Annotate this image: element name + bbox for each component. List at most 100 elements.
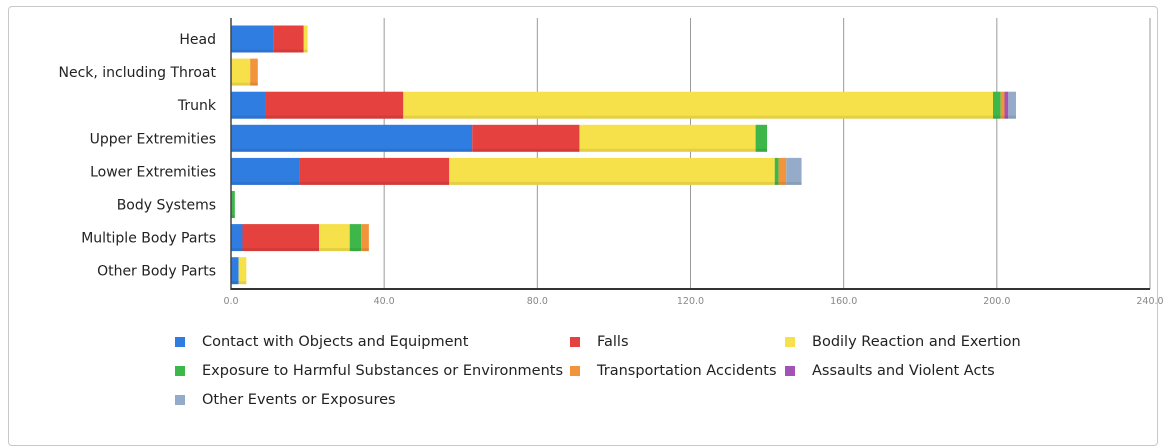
bar-shade <box>303 49 308 53</box>
legend-swatch <box>785 337 795 347</box>
legend-item: Falls <box>570 334 629 350</box>
bar-segment <box>231 224 243 252</box>
bar-segment <box>231 257 239 285</box>
bar-shade <box>1008 115 1016 119</box>
bars <box>231 25 1016 285</box>
legend-label: Assaults and Violent Acts <box>812 363 995 379</box>
legend-item: Transportation Accidents <box>570 363 777 379</box>
category-label: Body Systems <box>117 198 216 214</box>
bar-shade <box>231 181 300 185</box>
bar-shade <box>774 181 779 185</box>
bar-segment <box>231 25 274 53</box>
category-label: Trunk <box>177 98 217 114</box>
bar-segment <box>238 257 247 285</box>
grid-lines <box>383 18 1151 289</box>
bar-segment <box>231 91 266 119</box>
bar-shade <box>993 115 1001 119</box>
bar-shade <box>349 248 362 252</box>
bar-segment <box>231 157 300 185</box>
category-label: Other Body Parts <box>97 264 216 280</box>
bar-shade <box>273 49 304 53</box>
bar-shade <box>319 248 350 252</box>
bar-segment <box>786 157 802 185</box>
category-label: Multiple Body Parts <box>81 231 216 247</box>
legend-item: Assaults and Violent Acts <box>785 363 995 379</box>
bar-shade <box>231 115 266 119</box>
bar-shade <box>231 248 243 252</box>
bar-shade <box>361 248 369 252</box>
bar-segment <box>449 157 775 185</box>
bar-segment <box>303 25 308 53</box>
legend-label: Exposure to Harmful Substances or Enviro… <box>202 363 564 379</box>
legend-swatch <box>785 366 795 376</box>
bar-shade <box>299 181 450 185</box>
bar-segment <box>1004 91 1009 119</box>
category-label: Head <box>179 32 216 48</box>
legend-item: Other Events or Exposures <box>175 392 396 408</box>
bar-segment <box>361 224 369 252</box>
axes <box>230 18 1150 290</box>
bar-shade <box>250 82 258 86</box>
bar-shade <box>786 181 802 185</box>
legend-label: Bodily Reaction and Exertion <box>812 334 1021 350</box>
category-label: Lower Extremities <box>90 164 216 180</box>
bar-shade <box>403 115 994 119</box>
x-tick-label: 160.0 <box>830 296 857 307</box>
bar-shade <box>472 148 580 152</box>
legend-swatch <box>175 366 185 376</box>
x-tick-label: 120.0 <box>677 296 704 307</box>
bar-shade <box>449 181 775 185</box>
bar-segment <box>242 224 320 252</box>
bar-segment <box>349 224 362 252</box>
legend-swatch <box>175 395 185 405</box>
legend-swatch <box>175 337 185 347</box>
legend-item: Contact with Objects and Equipment <box>175 334 468 350</box>
bar-segment <box>403 91 994 119</box>
chart-plot: Head Neck, including Throat Trunk Upper Ext… <box>58 18 1163 307</box>
bar-segment <box>273 25 304 53</box>
bar-segment <box>250 58 258 86</box>
category-labels: Head Neck, including Throat Trunk Upper Ext… <box>58 32 216 280</box>
bar-shade <box>1004 115 1009 119</box>
x-tick-label: 80.0 <box>527 296 548 307</box>
bar-shade <box>265 115 404 119</box>
bar-shade <box>755 148 768 152</box>
bar-shade <box>242 248 320 252</box>
bar-shade <box>231 148 473 152</box>
category-label: Upper Extremities <box>90 131 216 147</box>
bar-shade <box>1000 115 1005 119</box>
legend-label: Transportation Accidents <box>597 363 777 379</box>
bar-shade <box>231 82 251 86</box>
bar-segment <box>1008 91 1016 119</box>
x-tick-label: 40.0 <box>374 296 395 307</box>
bar-segment <box>231 124 473 152</box>
bar-segment <box>231 191 235 218</box>
bar-shade <box>231 49 274 53</box>
legend-item: Exposure to Harmful Substances or Enviro… <box>175 363 563 379</box>
legend-label: Other Events or Exposures <box>202 392 396 408</box>
x-tick-label: 240.0 <box>1136 296 1163 307</box>
category-label: Neck, including Throat <box>58 65 216 81</box>
legend-swatch <box>570 366 580 376</box>
bar-segment <box>993 91 1001 119</box>
bar-segment <box>579 124 756 152</box>
bar-segment <box>1000 91 1005 119</box>
bar-segment <box>774 157 779 185</box>
chart-frame <box>8 6 1158 446</box>
legend-label: Falls <box>597 334 629 350</box>
bar-shade <box>238 281 247 285</box>
legend-swatch <box>570 337 580 347</box>
x-tick-label: 200.0 <box>983 296 1010 307</box>
bar-segment <box>472 124 580 152</box>
bar-segment <box>778 157 787 185</box>
bar-shade <box>579 148 756 152</box>
x-tick-label: 0.0 <box>223 296 238 307</box>
bar-segment <box>231 58 251 86</box>
bar-segment <box>299 157 450 185</box>
bar-segment <box>755 124 768 152</box>
bar-segment <box>319 224 350 252</box>
legend-label: Contact with Objects and Equipment <box>202 334 469 350</box>
bar-shade <box>231 215 235 218</box>
bar-shade <box>231 281 239 285</box>
legend-item: Bodily Reaction and Exertion <box>785 334 1021 350</box>
